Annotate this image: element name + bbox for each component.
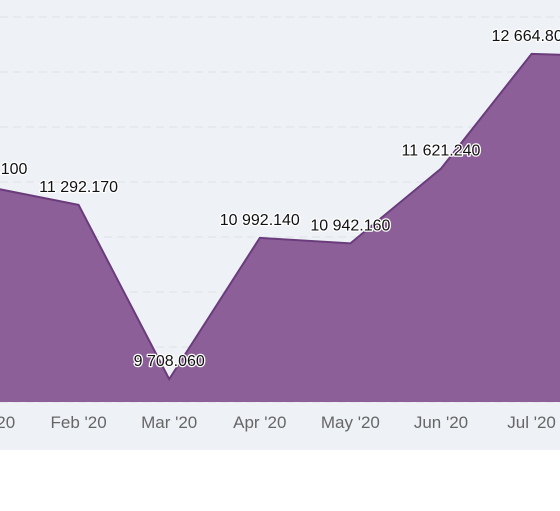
data-label: 10 992.140 [220, 212, 300, 229]
data-label: 11 292.170 [39, 179, 118, 196]
x-tick-label: Jul '20 [507, 413, 556, 432]
x-tick-label: Jun '20 [414, 413, 468, 432]
data-label: 12 664.800 [492, 28, 560, 45]
x-tick-label: Apr '20 [233, 413, 286, 432]
data-label: 10 942.160 [310, 217, 390, 234]
data-label: 11 455.100 [0, 161, 28, 178]
area [0, 53, 560, 402]
data-label: 9 708.060 [134, 353, 205, 370]
x-tick-label: May '20 [321, 413, 380, 432]
data-label: 11 621.240 [402, 143, 481, 160]
x-tick-label: Jan '20 [0, 413, 15, 432]
area-line [0, 52, 560, 382]
x-tick-label: Feb '20 [51, 413, 107, 432]
x-tick-label: Mar '20 [141, 413, 197, 432]
